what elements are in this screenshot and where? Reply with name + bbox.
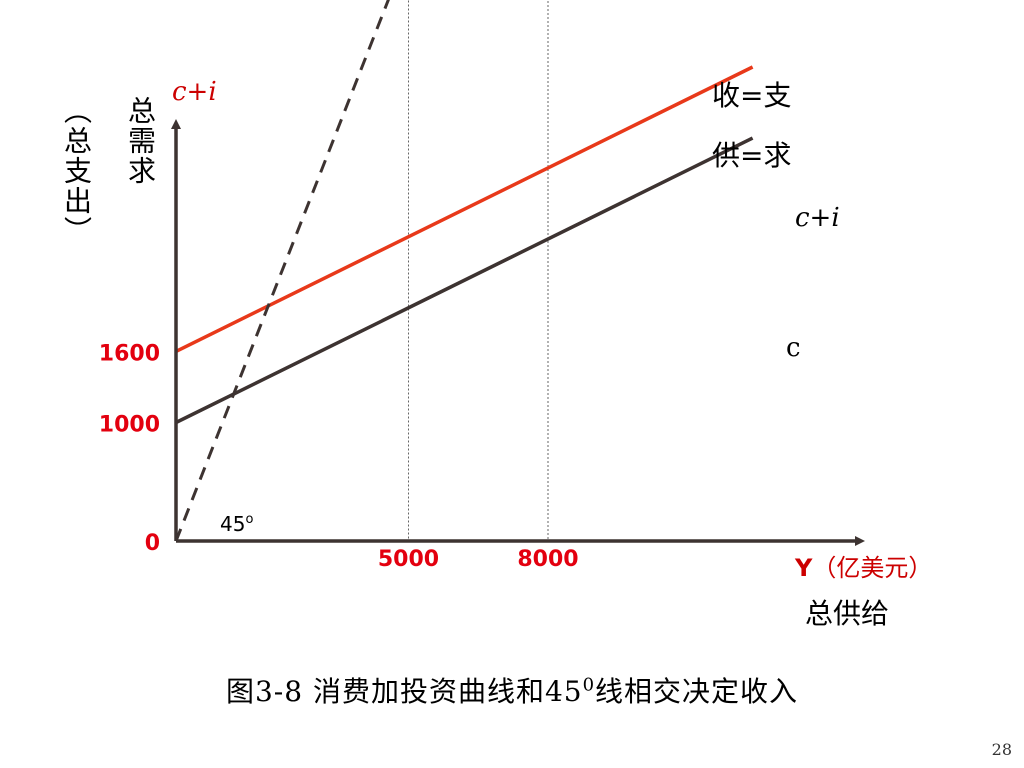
line-45-degree [174, 0, 390, 542]
y-axis-title-paren: （总支出） [60, 96, 93, 246]
x-tick-label: 8000 [517, 547, 578, 572]
axes [171, 119, 865, 546]
series-label-c-plus-i: c+i [795, 203, 840, 233]
series-layer [174, 0, 754, 542]
y-axis-title: 总需求 [124, 96, 157, 186]
y-tick-label: 0 [145, 531, 160, 556]
x-axis-unit-label: Y（亿美元） [795, 548, 932, 583]
angle-degree-sup: o [245, 512, 253, 527]
x-axis-unit: （亿美元） [812, 554, 933, 582]
x-axis-title: 总供给 [805, 597, 890, 630]
equality-supply-demand: 供=求 [712, 139, 792, 172]
series-line-c [175, 136, 754, 425]
angle-label: 45o [220, 512, 253, 536]
caption-superscript: 0 [582, 674, 596, 696]
caption-suffix: 线相交决定收入 [595, 675, 799, 708]
page-number: 28 [991, 740, 1012, 759]
caption-prefix: 图3-8 消费加投资曲线和45 [225, 675, 583, 708]
y-tick-label: 1600 [99, 341, 160, 366]
guide-lines [408, 0, 549, 541]
series-line-ci [175, 65, 754, 353]
equality-income-expenditure: 收=支 [712, 79, 792, 112]
x-tick-label: 5000 [378, 547, 439, 572]
y-tick-label: 1000 [99, 413, 160, 438]
figure-caption: 图3-8 消费加投资曲线和450线相交决定收入 [0, 670, 1024, 710]
series-label-c: c [786, 333, 801, 363]
x-axis-symbol: Y [795, 554, 813, 582]
y-axis-top-label: c+i [172, 77, 217, 107]
